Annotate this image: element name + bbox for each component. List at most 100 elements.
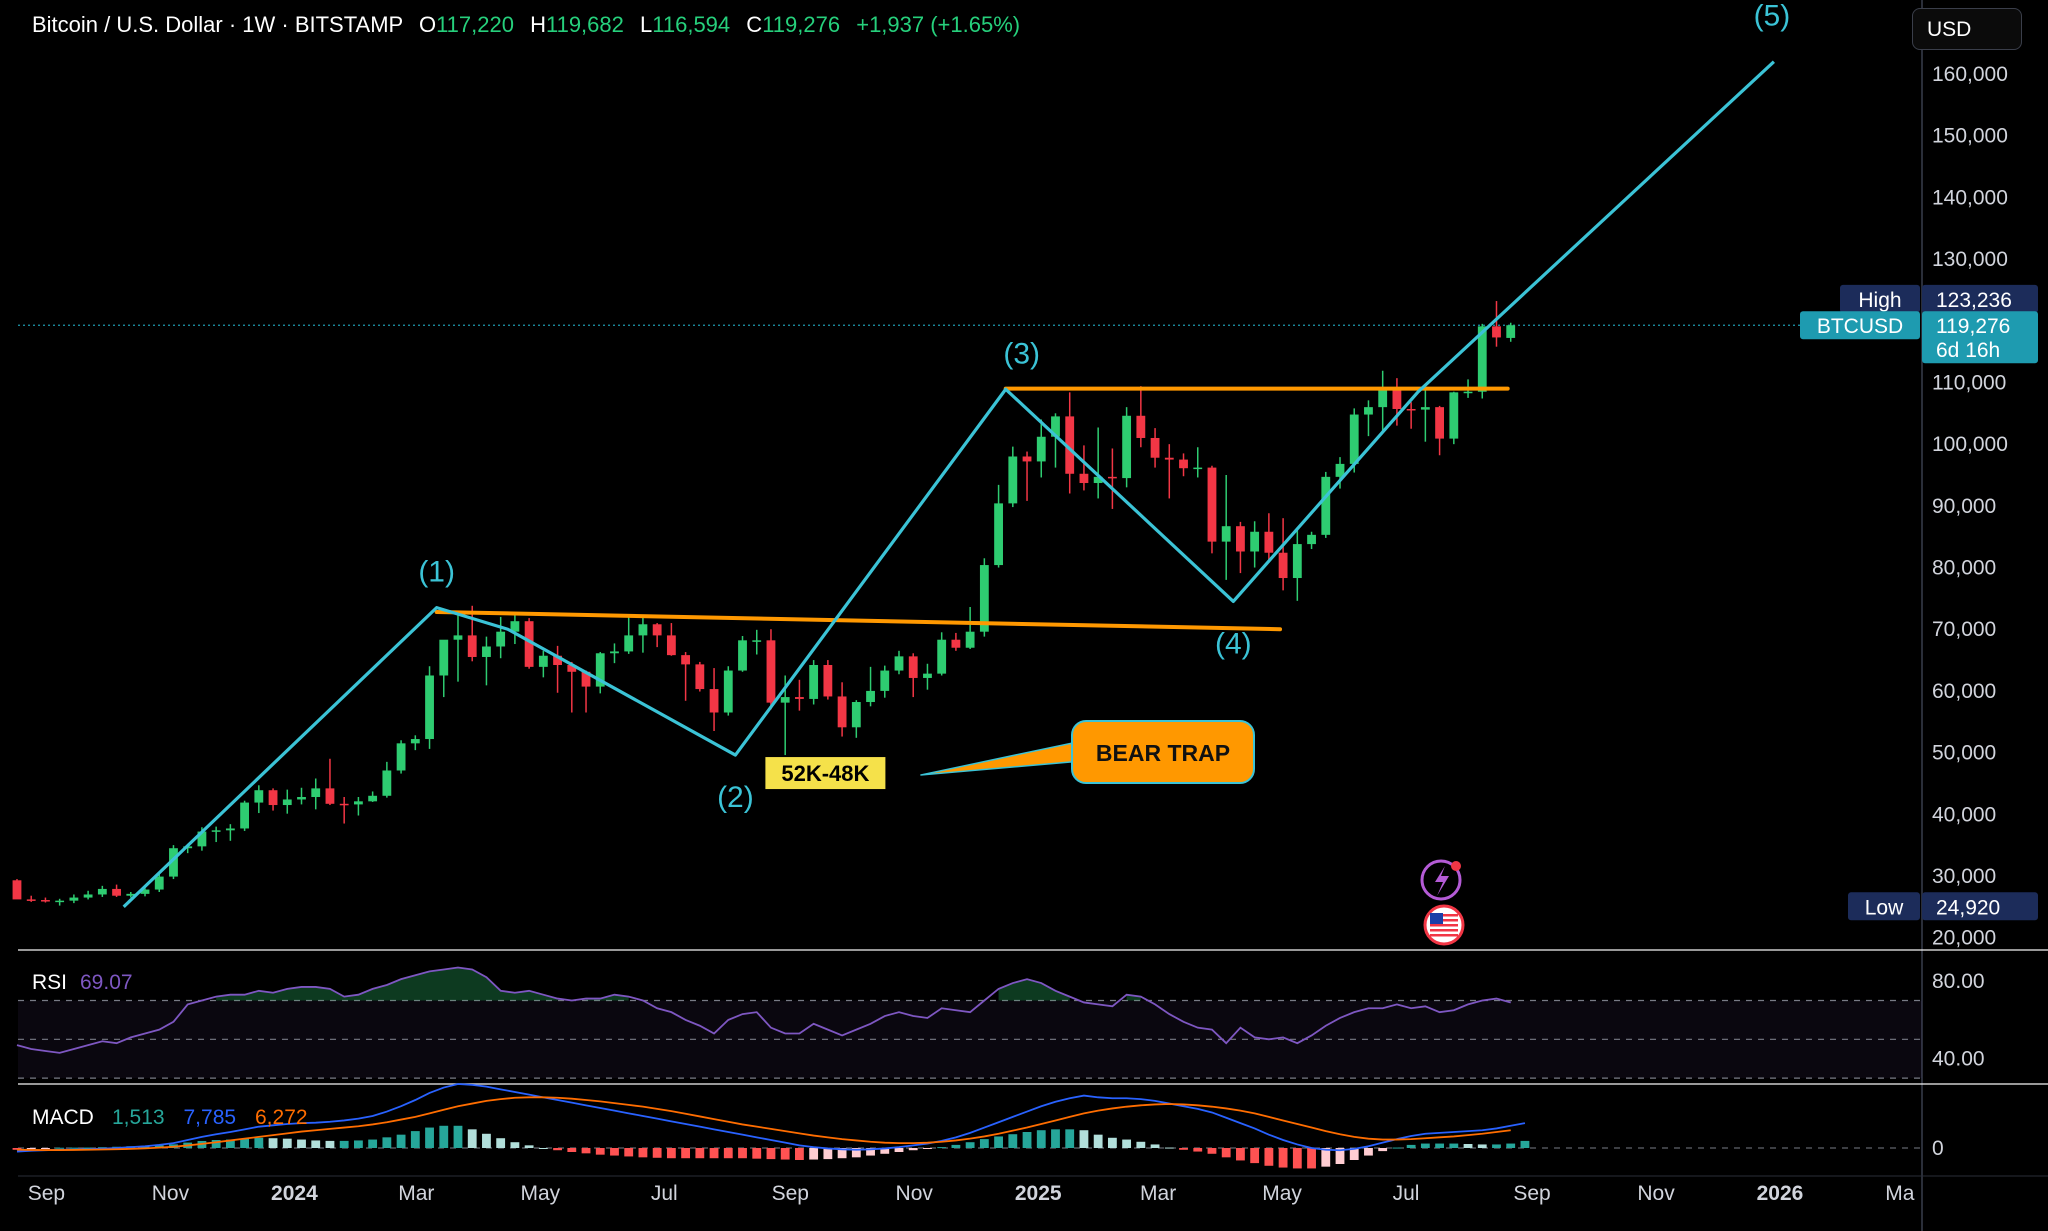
currency-selector[interactable]: USD [1912,8,2022,50]
candle-body[interactable] [240,802,250,829]
candle-body[interactable] [567,665,577,672]
candle-body[interactable] [610,651,619,654]
candle-body[interactable] [268,790,278,806]
candle-body[interactable] [69,897,79,901]
candle-body[interactable] [297,797,306,800]
candle-body[interactable] [282,799,292,806]
candle-body[interactable] [1335,463,1345,477]
candle-body[interactable] [254,790,264,803]
candle-body[interactable] [752,640,762,642]
candle-body[interactable] [169,848,178,877]
assistant-icon[interactable] [1420,859,1462,901]
candle-body[interactable] [666,635,676,656]
candle-body[interactable] [780,697,790,703]
candle-body[interactable] [368,795,378,802]
candle-body[interactable] [795,697,804,699]
candle-body[interactable] [55,900,65,903]
candle-body[interactable] [538,655,548,667]
candle-body[interactable] [979,565,989,632]
candle-body[interactable] [723,670,733,713]
candle-body[interactable] [695,664,705,690]
candle-body[interactable] [1008,456,1018,504]
candle-body[interactable] [1193,467,1203,470]
symbol-title[interactable]: Bitcoin / U.S. Dollar · 1W · BITSTAMP [32,12,403,37]
candle-body[interactable] [965,631,975,648]
candle-body[interactable] [1392,388,1402,409]
candle-body[interactable] [1051,416,1060,437]
candle-body[interactable] [467,635,477,657]
candle-body[interactable] [1292,544,1302,579]
candle-body[interactable] [823,665,833,697]
candle-body[interactable] [140,889,150,894]
candle-body[interactable] [709,689,719,713]
candle-body[interactable] [638,624,648,636]
candle-layer[interactable] [12,301,1516,906]
candle-body[interactable] [1065,416,1075,474]
candle-body[interactable] [453,635,463,640]
candle-body[interactable] [553,655,562,665]
candle-body[interactable] [353,801,363,805]
candle-body[interactable] [1036,436,1046,462]
candle-body[interactable] [837,696,847,728]
candle-body[interactable] [97,888,107,895]
candle-body[interactable] [652,624,662,636]
candle-body[interactable] [410,739,420,744]
candle-body[interactable] [26,899,36,901]
candle-body[interactable] [154,876,164,890]
candle-body[interactable] [1435,407,1444,439]
candle-body[interactable] [866,690,875,703]
candle-body[interactable] [1449,392,1459,439]
candle-body[interactable] [809,665,819,699]
candle-body[interactable] [1349,414,1359,464]
candle-body[interactable] [496,631,506,647]
candle-body[interactable] [1107,476,1117,479]
candle-body[interactable] [1179,459,1188,469]
candle-body[interactable] [1264,531,1274,553]
candle-body[interactable] [382,770,392,796]
candle-body[interactable] [1420,407,1430,410]
candle-body[interactable] [1250,531,1260,552]
candle-body[interactable] [1236,526,1245,552]
candle-body[interactable] [1221,526,1231,542]
candle-body[interactable] [1406,408,1416,411]
candle-body[interactable] [1307,534,1316,545]
candle-body[interactable] [581,671,591,687]
candle-body[interactable] [482,646,491,657]
candle-body[interactable] [41,900,50,902]
candle-body[interactable] [738,640,747,671]
candle-body[interactable] [951,639,961,648]
candle-body[interactable] [880,670,890,691]
candle-body[interactable] [396,743,406,771]
candle-body[interactable] [595,653,605,687]
candle-body[interactable] [1207,467,1217,542]
candle-body[interactable] [851,702,861,728]
candle-body[interactable] [1164,457,1174,460]
candle-body[interactable] [1136,415,1146,438]
candle-body[interactable] [311,788,321,798]
candle-body[interactable] [510,621,520,632]
candle-body[interactable] [1321,476,1331,535]
candle-body[interactable] [126,893,136,896]
candle-body[interactable] [211,830,221,832]
candle-body[interactable] [339,803,349,806]
candle-body[interactable] [1463,391,1473,394]
candle-body[interactable] [994,503,1003,566]
candle-body[interactable] [923,673,932,678]
candle-body[interactable] [425,675,434,740]
candle-body[interactable] [524,621,534,667]
candle-body[interactable] [225,828,235,831]
candle-body[interactable] [1492,326,1501,338]
candle-body[interactable] [1122,415,1132,479]
candle-body[interactable] [12,880,22,900]
candle-body[interactable] [112,888,121,896]
candle-body[interactable] [681,655,691,665]
candle-body[interactable] [325,788,335,804]
candle-body[interactable] [1364,407,1373,415]
candle-body[interactable] [1093,476,1103,484]
candle-body[interactable] [624,635,634,652]
candle-body[interactable] [439,639,449,676]
candle-body[interactable] [1150,437,1160,458]
candle-body[interactable] [937,639,947,674]
candle-body[interactable] [197,831,207,847]
